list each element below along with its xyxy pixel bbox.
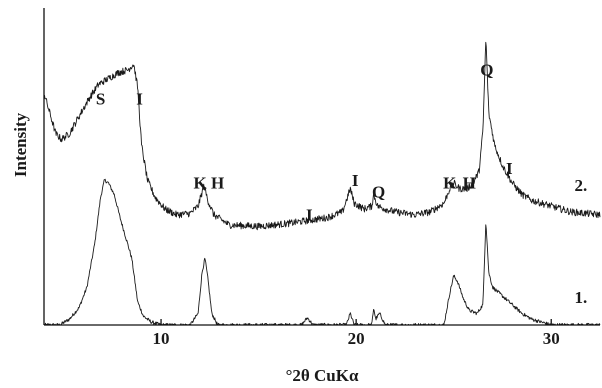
peak-label-I: I	[136, 90, 143, 109]
peak-label-H: H	[463, 174, 476, 193]
peak-label-S: S	[96, 90, 105, 109]
x-tick-label-20: 20	[348, 329, 365, 348]
axes	[43, 8, 600, 326]
peak-label-K: K	[193, 174, 207, 193]
series-line-1	[43, 178, 601, 326]
series-label-2: 2.	[574, 176, 587, 195]
peak-label-I: I	[306, 206, 313, 225]
x-axis-title: °2θ CuKα	[286, 366, 359, 385]
x-axis-ticks: 10 20 30	[153, 319, 560, 348]
y-axis-title: Intensity	[11, 112, 30, 177]
x-tick-label-10: 10	[153, 329, 170, 348]
peak-label-Q: Q	[372, 182, 385, 201]
peak-label-I: I	[506, 159, 513, 178]
peak-label-K: K	[443, 174, 457, 193]
peak-label-Q: Q	[480, 61, 493, 80]
series-layer	[43, 41, 601, 326]
x-tick-label-30: 30	[543, 329, 560, 348]
peak-label-I: I	[352, 171, 359, 190]
peak-label-H: H	[211, 174, 224, 193]
series-label-1: 1.	[574, 288, 587, 307]
series-line-2	[43, 41, 601, 231]
